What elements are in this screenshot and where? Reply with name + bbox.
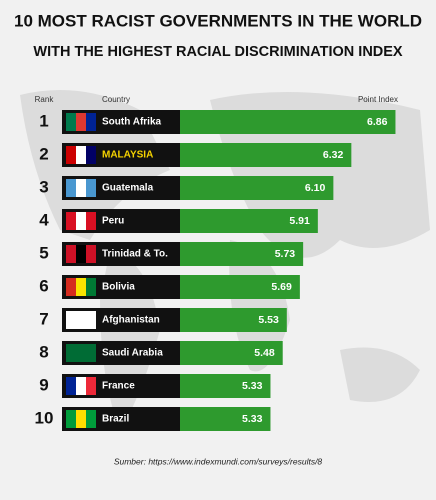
flag: [86, 344, 96, 362]
country-label: MALAYSIA: [102, 150, 153, 161]
flag: [76, 278, 86, 296]
flag: [76, 179, 86, 197]
flag: [86, 410, 96, 428]
flag: [86, 311, 96, 329]
rank-label: 1: [39, 111, 48, 130]
flag: [76, 311, 86, 329]
value-label: 5.73: [275, 248, 296, 260]
value-label: 6.86: [367, 116, 388, 128]
rank-label: 10: [35, 408, 54, 427]
country-label: Afghanistan: [102, 315, 160, 326]
chart-title: 10 MOST RACIST GOVERNMENTS IN THE WORLD: [14, 11, 422, 30]
rank-label: 8: [39, 342, 48, 361]
flag: [86, 245, 96, 263]
country-label: Bolivia: [102, 282, 135, 293]
flag: [66, 377, 76, 395]
flag: [66, 245, 76, 263]
country-label: France: [102, 381, 135, 392]
rank-header: Rank: [35, 95, 55, 104]
country-label: Guatemala: [102, 183, 154, 194]
value-label: 5.69: [271, 281, 292, 293]
rank-label: 4: [39, 210, 49, 229]
value-label: 6.32: [323, 149, 344, 161]
flag: [66, 344, 76, 362]
flag: [76, 377, 86, 395]
country-label: Saudi Arabia: [102, 348, 163, 359]
flag: [86, 377, 96, 395]
rank-label: 6: [39, 276, 48, 295]
value-label: 5.53: [258, 314, 279, 326]
country-header: Country: [102, 95, 130, 104]
flag: [66, 179, 76, 197]
flag: [86, 113, 96, 131]
flag: [86, 179, 96, 197]
flag: [66, 146, 76, 164]
flag: [86, 278, 96, 296]
flag: [66, 410, 76, 428]
rank-label: 9: [39, 375, 48, 394]
chart-subtitle: WITH THE HIGHEST RACIAL DISCRIMINATION I…: [33, 44, 403, 60]
flag: [86, 146, 96, 164]
flag: [66, 212, 76, 230]
flag: [86, 212, 96, 230]
flag: [76, 146, 86, 164]
value-label: 5.33: [242, 380, 263, 392]
rank-label: 3: [39, 177, 48, 196]
value-label: 6.10: [305, 182, 326, 194]
flag: [66, 113, 76, 131]
rank-label: 7: [39, 309, 48, 328]
country-label: Trinidad & To.: [102, 249, 168, 260]
flag: [76, 344, 86, 362]
flag: [66, 311, 76, 329]
flag: [76, 410, 86, 428]
value-label: 5.48: [254, 347, 275, 359]
rank-label: 2: [39, 144, 48, 163]
value-label: 5.33: [242, 413, 263, 425]
value-header: Point Index: [358, 95, 398, 104]
rank-label: 5: [39, 243, 48, 262]
flag: [76, 245, 86, 263]
country-label: Brazil: [102, 414, 129, 425]
source: Sumber: https://www.indexmundi.com/surve…: [114, 456, 323, 466]
flag: [76, 113, 86, 131]
country-label: Peru: [102, 216, 124, 227]
flag: [76, 212, 86, 230]
country-label: South Afrika: [102, 117, 162, 128]
flag: [66, 278, 76, 296]
value-label: 5.91: [289, 215, 310, 227]
